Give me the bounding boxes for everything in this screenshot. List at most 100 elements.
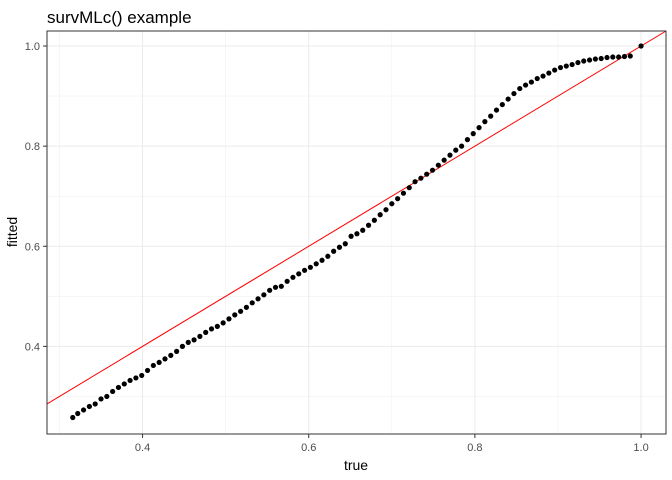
data-point xyxy=(92,401,98,407)
data-point xyxy=(365,222,372,228)
data-point xyxy=(110,388,116,395)
x-tick-label: 1.0 xyxy=(633,442,648,454)
data-point xyxy=(563,63,569,69)
points-layer xyxy=(70,43,644,421)
data-point xyxy=(331,248,337,254)
data-point xyxy=(488,113,494,119)
data-point xyxy=(162,356,168,362)
data-point xyxy=(249,300,255,306)
data-point xyxy=(307,264,313,270)
data-point xyxy=(592,56,598,62)
data-point xyxy=(203,329,209,335)
y-tick-label: 0.8 xyxy=(25,141,40,153)
data-point xyxy=(214,323,220,329)
data-point xyxy=(610,54,616,60)
data-point xyxy=(546,70,552,76)
data-point xyxy=(255,296,261,302)
data-point xyxy=(290,274,296,280)
data-point xyxy=(371,217,377,223)
data-point xyxy=(447,152,453,158)
x-tick-label: 0.6 xyxy=(301,442,316,454)
data-point xyxy=(412,179,418,185)
data-point xyxy=(144,367,151,374)
reference-line-layer xyxy=(46,30,667,405)
grid-layer xyxy=(47,31,666,434)
data-point xyxy=(534,75,540,82)
data-point xyxy=(272,284,279,290)
data-point xyxy=(127,377,133,384)
data-point xyxy=(115,384,122,391)
data-point xyxy=(80,407,87,413)
data-point xyxy=(435,162,441,168)
data-point xyxy=(383,207,389,213)
data-point xyxy=(121,381,127,387)
data-point xyxy=(540,73,546,79)
x-tick-label: 0.4 xyxy=(135,442,150,454)
data-point xyxy=(336,244,343,250)
data-point xyxy=(470,131,476,137)
data-point xyxy=(552,67,558,73)
data-point xyxy=(278,283,284,289)
data-point xyxy=(348,233,354,239)
data-point xyxy=(406,185,412,191)
data-point xyxy=(586,57,593,63)
data-point xyxy=(354,231,360,237)
data-point xyxy=(261,292,267,298)
data-point xyxy=(232,312,238,318)
data-point xyxy=(220,320,226,326)
data-point xyxy=(226,316,232,322)
x-axis-title: true xyxy=(344,457,368,473)
data-point xyxy=(313,261,319,267)
data-point xyxy=(185,339,191,345)
data-point xyxy=(464,137,471,143)
data-point xyxy=(104,393,110,400)
ticks-layer: 0.4 0.6 0.8 1.0 0.4 0.6 0.8 1.0 xyxy=(25,41,649,454)
data-point xyxy=(86,403,92,410)
data-point xyxy=(400,190,407,196)
data-point xyxy=(389,201,395,207)
data-point xyxy=(156,359,162,366)
data-point xyxy=(191,337,197,343)
data-point xyxy=(174,348,180,354)
data-point xyxy=(429,167,436,173)
data-point xyxy=(395,196,401,202)
reference-line xyxy=(46,30,667,405)
data-point xyxy=(267,287,273,293)
data-point xyxy=(569,61,575,68)
data-point xyxy=(581,58,587,64)
data-point xyxy=(453,147,459,153)
data-point xyxy=(325,253,331,259)
y-tick-label: 0.6 xyxy=(25,241,40,253)
data-point xyxy=(243,304,250,310)
data-point xyxy=(237,308,244,314)
data-point xyxy=(168,352,174,359)
data-point xyxy=(557,64,564,71)
data-point xyxy=(604,54,610,61)
plot-border xyxy=(46,30,667,435)
data-point xyxy=(511,90,517,97)
data-point xyxy=(528,79,534,85)
y-axis-title: fitted xyxy=(4,217,20,247)
data-point xyxy=(418,175,424,181)
data-point xyxy=(499,101,505,108)
x-tick-label: 0.8 xyxy=(467,442,482,454)
data-point xyxy=(296,271,302,277)
data-point xyxy=(179,343,186,349)
data-point xyxy=(441,157,447,163)
data-point xyxy=(70,414,76,421)
data-point xyxy=(150,362,156,369)
data-point xyxy=(301,267,308,273)
data-point xyxy=(197,333,203,339)
data-point xyxy=(627,53,633,59)
data-point xyxy=(208,326,215,332)
data-point xyxy=(575,59,581,66)
data-point xyxy=(517,85,523,92)
data-point xyxy=(319,257,325,263)
data-point xyxy=(360,227,366,233)
data-point xyxy=(133,375,139,381)
data-point xyxy=(98,396,104,402)
data-point xyxy=(482,119,488,125)
data-point xyxy=(284,278,290,284)
chart-title: survMLc() example xyxy=(47,8,192,27)
